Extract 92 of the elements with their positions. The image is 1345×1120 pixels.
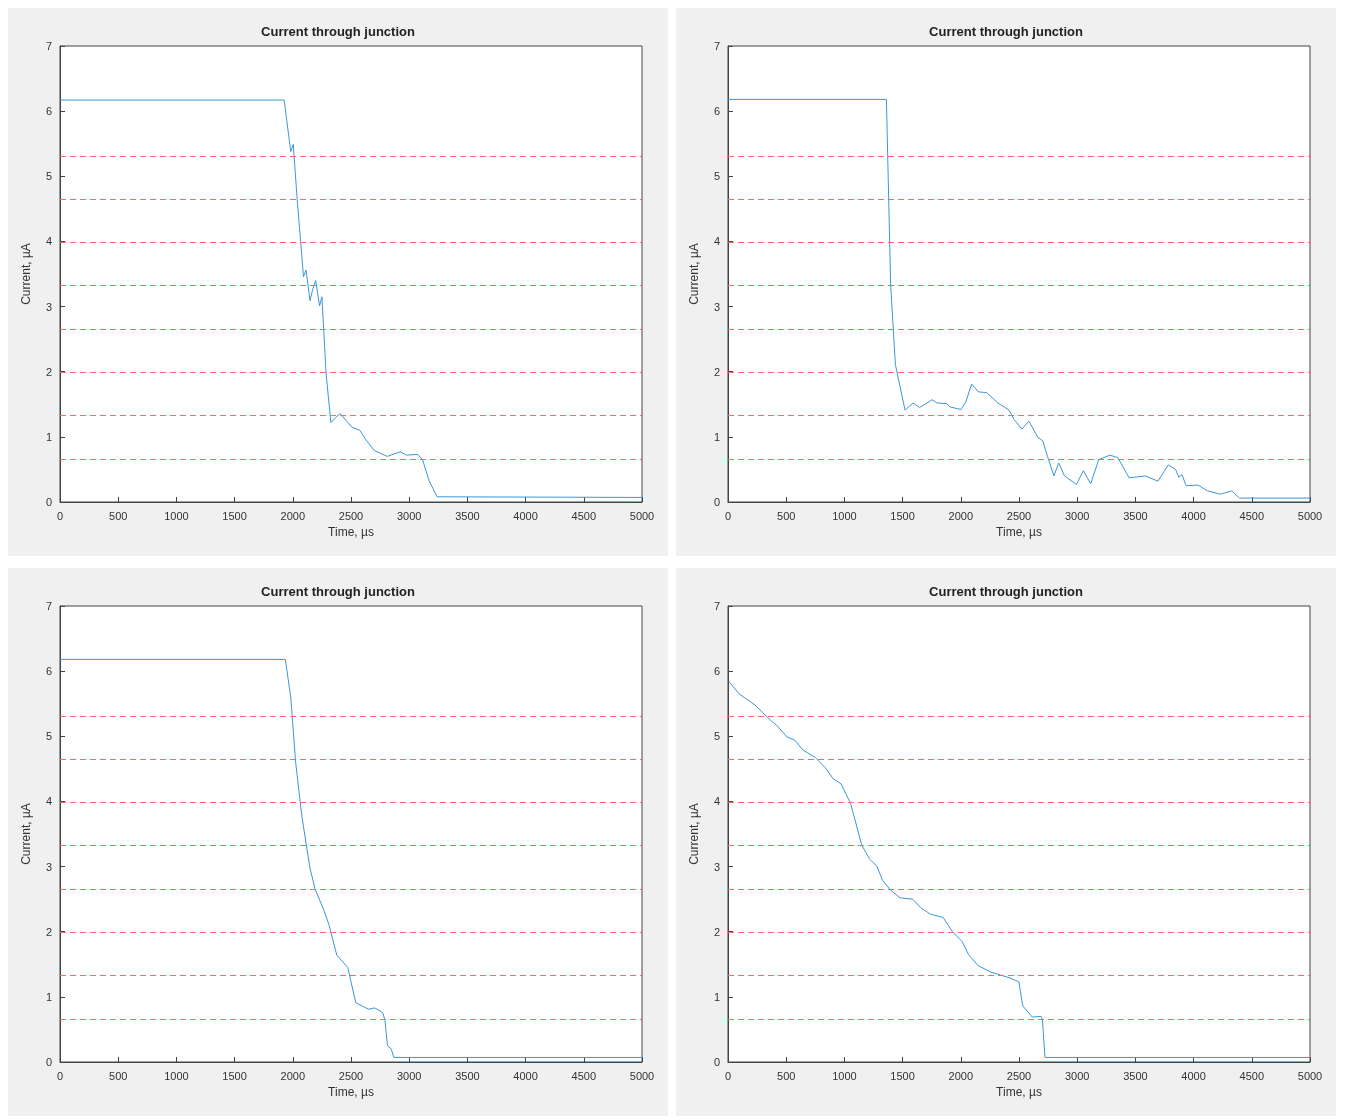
x-tick-label: 0 [724, 1069, 732, 1082]
x-tick-label: 500 [777, 509, 796, 522]
x-tick-label: 3000 [396, 1069, 422, 1082]
y-tick-label: 4 [45, 795, 52, 808]
x-tick-label: 3500 [1123, 1069, 1148, 1082]
x-tick-label: 4000 [513, 1069, 538, 1082]
x-tick-label: 2000 [280, 509, 306, 522]
x-tick-label: 1500 [222, 1069, 247, 1082]
x-tick-label: 2000 [948, 509, 974, 522]
y-tick-label: 2 [45, 365, 52, 378]
x-tick-label: 1000 [832, 509, 857, 522]
chart-title: Current through junction [261, 24, 415, 39]
x-tick-label: 5000 [1297, 509, 1323, 522]
y-tick-label: 0 [713, 496, 720, 508]
x-tick-label: 4000 [513, 509, 538, 522]
x-tick-label: 0 [56, 509, 64, 522]
x-tick-label: 3500 [455, 1069, 480, 1082]
x-tick-label: 5000 [629, 509, 655, 522]
y-tick-label: 3 [713, 860, 720, 873]
y-tick-label: 7 [713, 600, 720, 612]
y-tick-label: 5 [45, 170, 52, 183]
x-tick-label: 4500 [571, 1069, 597, 1082]
y-tick-label: 7 [45, 600, 52, 612]
x-tick-label: 2000 [280, 1069, 306, 1082]
x-tick-label: 0 [724, 509, 732, 522]
x-tick-label: 0 [56, 1069, 64, 1082]
y-tick-label: 1 [713, 990, 720, 1003]
x-tick-label: 4500 [1239, 1069, 1265, 1082]
y-tick-label: 5 [713, 730, 720, 743]
y-axis-title: Current, µA [687, 803, 701, 865]
x-tick-label: 500 [777, 1069, 796, 1082]
x-tick-label: 5000 [1297, 1069, 1323, 1082]
y-tick-label: 7 [45, 40, 52, 52]
x-tick-label: 3000 [396, 509, 422, 522]
y-tick-label: 1 [713, 430, 720, 443]
y-tick-label: 6 [45, 105, 52, 118]
x-tick-label: 2500 [338, 1069, 364, 1082]
x-tick-label: 4500 [571, 509, 597, 522]
x-tick-label: 3000 [1064, 509, 1090, 522]
y-tick-label: 2 [45, 925, 52, 938]
chart-title: Current through junction [929, 24, 1083, 39]
line-series [59, 658, 643, 1058]
y-tick-label: 5 [45, 730, 52, 743]
y-axis-title: Current, µA [687, 243, 701, 305]
y-axis-title: Current, µA [19, 243, 33, 305]
x-tick-label: 4000 [1181, 509, 1206, 522]
x-axis-title: Time, µs [328, 525, 374, 539]
x-tick-label: 1500 [890, 1069, 915, 1082]
x-tick-label: 1500 [222, 509, 247, 522]
y-tick-label: 7 [713, 40, 720, 52]
x-tick-label: 2500 [338, 509, 364, 522]
x-tick-label: 4500 [1239, 509, 1265, 522]
x-tick-label: 3500 [1123, 509, 1148, 522]
line-series [59, 99, 643, 498]
x-tick-label: 2500 [1006, 1069, 1032, 1082]
x-tick-label: 5000 [629, 1069, 655, 1082]
y-tick-label: 4 [713, 795, 720, 808]
x-tick-label: 4000 [1181, 1069, 1206, 1082]
x-axis-title: Time, µs [328, 1085, 374, 1099]
x-tick-label: 1000 [164, 509, 189, 522]
chart-title: Current through junction [929, 584, 1083, 599]
x-tick-label: 500 [109, 509, 128, 522]
y-tick-label: 1 [45, 430, 52, 443]
chart-title: Current through junction [261, 584, 415, 599]
y-tick-label: 0 [713, 1056, 720, 1068]
x-tick-label: 2500 [1006, 509, 1032, 522]
y-tick-label: 1 [45, 990, 52, 1003]
x-axis-title: Time, µs [996, 1085, 1042, 1099]
y-tick-label: 0 [45, 1056, 52, 1068]
y-tick-label: 3 [45, 300, 52, 313]
y-tick-label: 2 [713, 365, 720, 378]
y-axis-title: Current, µA [19, 803, 33, 865]
y-tick-label: 0 [45, 496, 52, 508]
y-tick-label: 6 [45, 665, 52, 678]
line-series [728, 681, 1311, 1058]
y-tick-label: 2 [713, 925, 720, 938]
y-tick-label: 5 [713, 170, 720, 183]
x-tick-label: 1000 [832, 1069, 857, 1082]
x-tick-label: 1000 [164, 1069, 189, 1082]
y-tick-label: 4 [713, 235, 720, 248]
x-tick-label: 3000 [1064, 1069, 1090, 1082]
y-tick-label: 6 [713, 105, 720, 118]
x-axis-title: Time, µs [996, 525, 1042, 539]
x-tick-label: 500 [109, 1069, 128, 1082]
x-tick-label: 1500 [890, 509, 915, 522]
y-tick-label: 6 [713, 665, 720, 678]
line-series [727, 98, 1311, 499]
x-tick-label: 3500 [455, 509, 480, 522]
x-tick-label: 2000 [948, 1069, 974, 1082]
y-tick-label: 3 [45, 860, 52, 873]
y-tick-label: 4 [45, 235, 52, 248]
y-tick-label: 3 [713, 300, 720, 313]
